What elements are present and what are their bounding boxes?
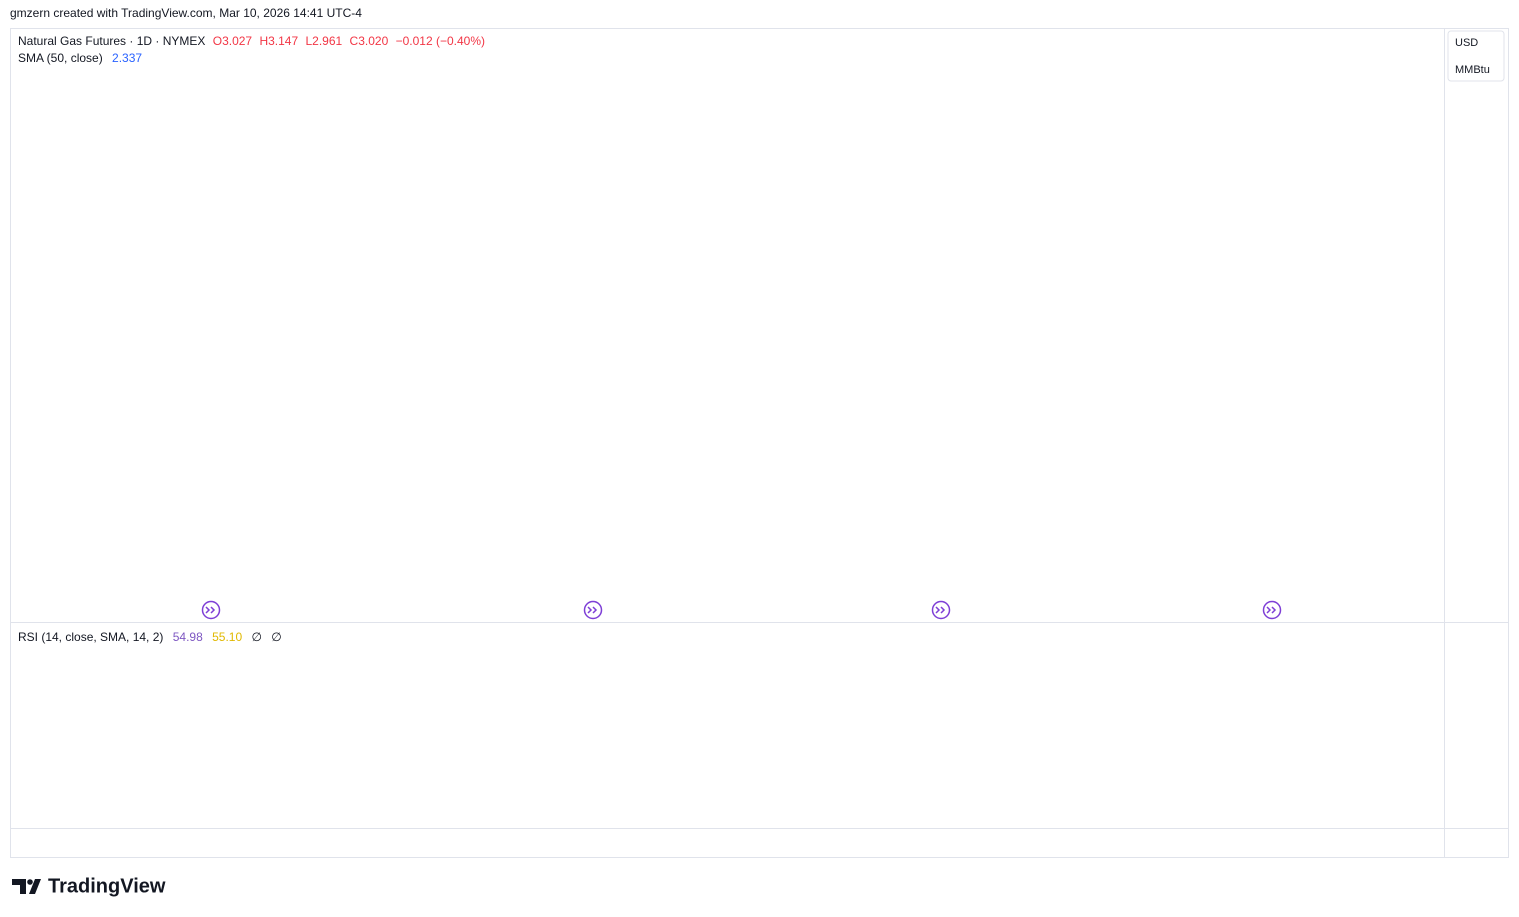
event-icon[interactable] bbox=[1262, 600, 1282, 620]
ohlc: L2.961 bbox=[306, 34, 343, 48]
sma-value: 2.337 bbox=[112, 51, 142, 65]
attribution: gmzern created with TradingView.com, Mar… bbox=[10, 6, 362, 20]
logo-text: TradingView bbox=[48, 875, 166, 897]
sma-legend: SMA (50, close) 2.337 bbox=[18, 51, 142, 65]
event-icon[interactable] bbox=[931, 600, 951, 620]
event-icon[interactable] bbox=[583, 600, 603, 620]
event-icon[interactable] bbox=[201, 600, 221, 620]
ohlc: C3.020 bbox=[350, 34, 389, 48]
frame bbox=[10, 28, 1509, 858]
event-icons bbox=[201, 600, 1282, 620]
event-arrow bbox=[935, 606, 946, 614]
ohlc: H3.147 bbox=[259, 34, 298, 48]
unit[interactable]: MMBtu bbox=[1455, 64, 1490, 76]
rsi-extra: ∅ bbox=[271, 630, 281, 644]
event-arrow bbox=[1266, 606, 1277, 614]
unit-box[interactable] bbox=[1447, 30, 1505, 82]
rsi-value: 54.98 bbox=[173, 630, 203, 644]
event-arrow bbox=[205, 606, 216, 614]
rsi-legend: RSI (14, close, SMA, 14, 2) 54.98 55.10 … bbox=[18, 630, 282, 644]
rsi-ma-value: 55.10 bbox=[212, 630, 242, 644]
change: −0.012 (−0.40%) bbox=[396, 34, 485, 48]
logo bbox=[12, 879, 41, 894]
sma-name: SMA (50, close) bbox=[18, 51, 103, 65]
logo-dot bbox=[27, 879, 33, 885]
logo-mark bbox=[12, 879, 41, 894]
rsi-extra: ∅ bbox=[251, 630, 261, 644]
symbol: Natural Gas Futures · 1D · NYMEX bbox=[18, 34, 205, 48]
symbol-legend: Natural Gas Futures · 1D · NYMEX O3.027 … bbox=[18, 34, 485, 48]
ohlc: O3.027 bbox=[213, 34, 253, 48]
rsi-name: RSI (14, close, SMA, 14, 2) bbox=[18, 630, 163, 644]
currency[interactable]: USD bbox=[1455, 37, 1478, 49]
event-arrow bbox=[587, 606, 598, 614]
